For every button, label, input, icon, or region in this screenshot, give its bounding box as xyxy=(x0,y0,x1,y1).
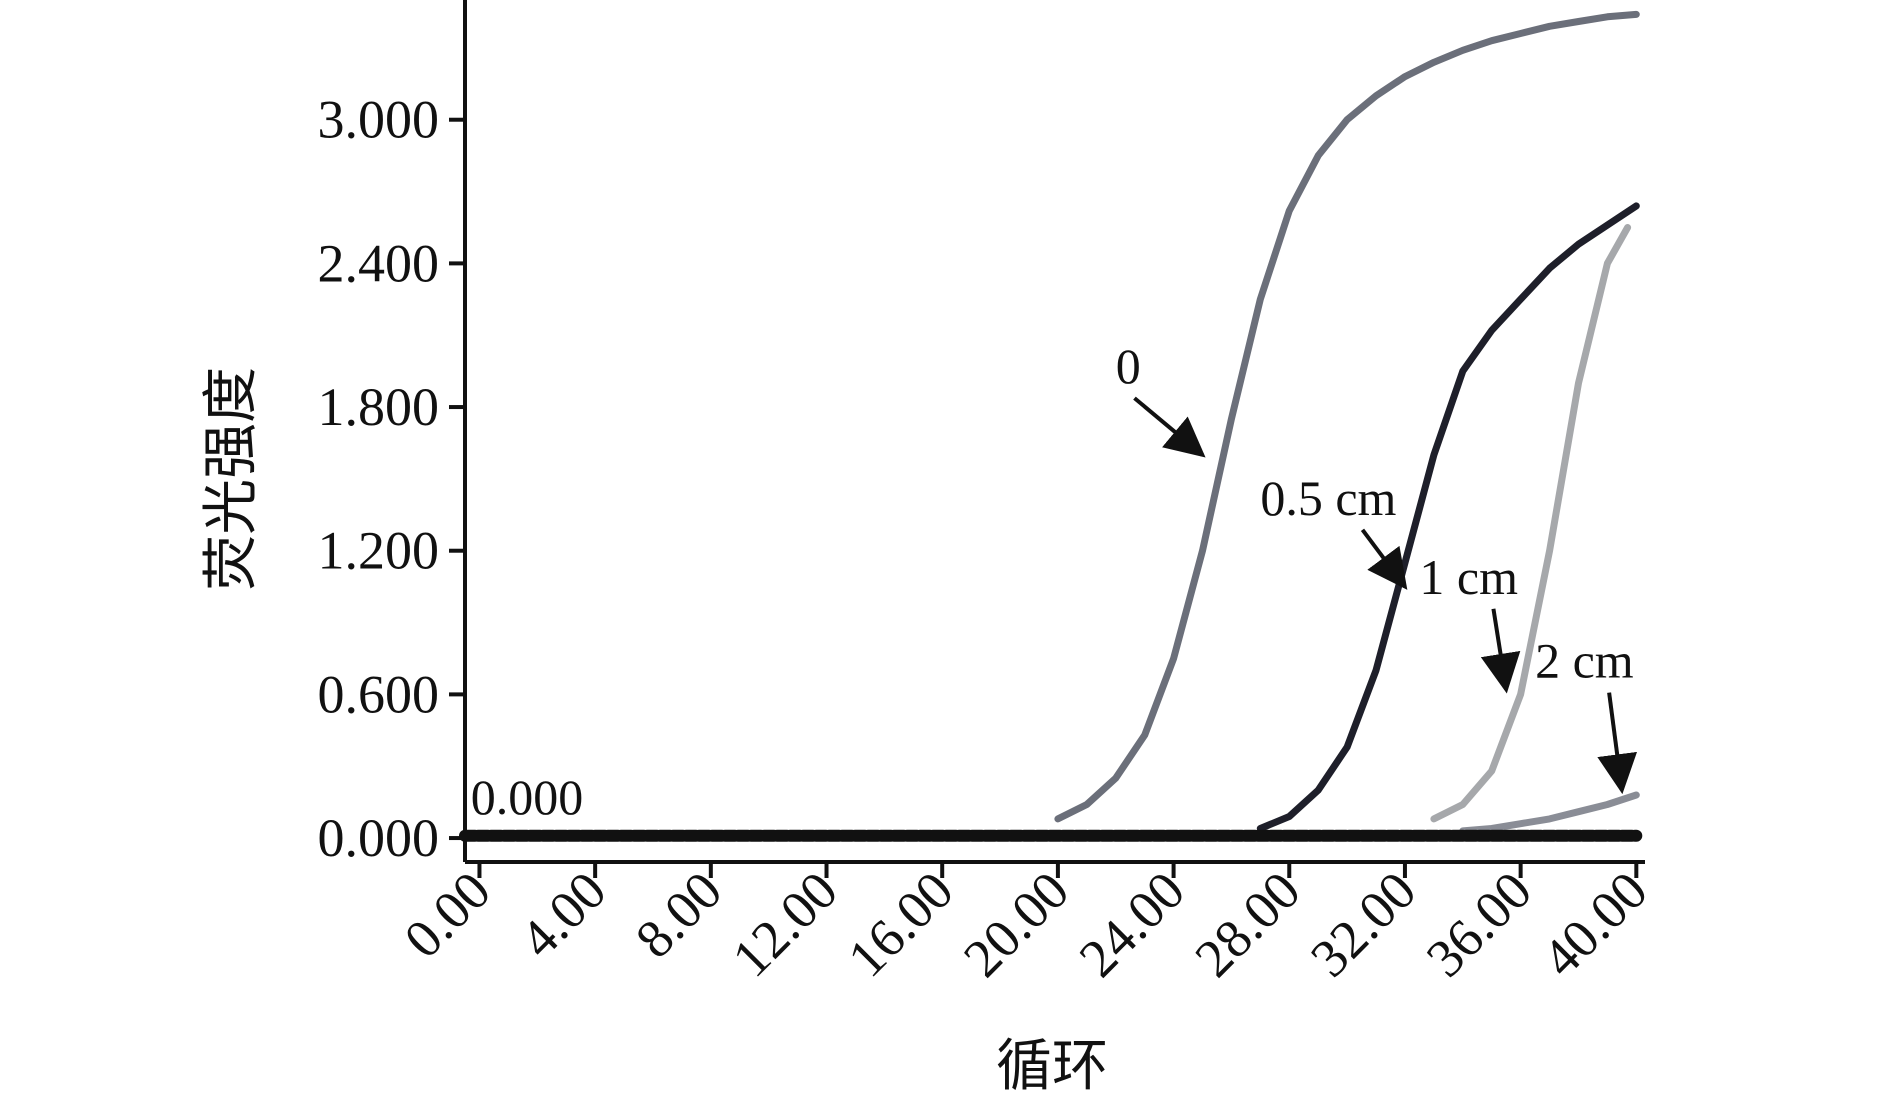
y-axis-title: 荧光强度 xyxy=(199,367,264,591)
y-tick-label: 1.200 xyxy=(318,521,440,581)
series-line-3 xyxy=(1459,791,1640,835)
annotations: 0 0.5 cm 1 cm 2 cm 0.000 xyxy=(471,338,1638,825)
x-tick-label: 16.00 xyxy=(836,860,964,988)
x-tick-label: 4.00 xyxy=(508,860,617,969)
annotation-arrow xyxy=(1597,692,1638,795)
x-tick-label: 0.00 xyxy=(393,860,502,969)
x-tick-label: 12.00 xyxy=(721,860,849,988)
annotation-label: 1 cm xyxy=(1419,549,1518,605)
x-tick-label: 32.00 xyxy=(1299,860,1427,988)
annotation-arrow xyxy=(1480,608,1521,694)
annotation-label: 0.000 xyxy=(471,769,584,825)
x-tick-label: 36.00 xyxy=(1415,860,1543,988)
annotation-label: 0.5 cm xyxy=(1260,470,1396,526)
series-line-2 xyxy=(1430,224,1632,823)
y-tick-label: 0.600 xyxy=(318,664,440,724)
series-line-0 xyxy=(1054,10,1640,823)
x-tick-label: 24.00 xyxy=(1068,860,1196,988)
y-tick-label: 3.000 xyxy=(318,90,440,150)
x-tick-label: 28.00 xyxy=(1183,860,1311,988)
y-tick-label: 1.800 xyxy=(318,377,440,437)
series-line-1 xyxy=(1256,202,1640,832)
x-tick-label: 8.00 xyxy=(624,860,733,969)
annotation-arrow xyxy=(1133,396,1206,458)
x-tick-label: 40.00 xyxy=(1530,860,1658,988)
plot-area xyxy=(459,10,1643,842)
y-tick-label: 2.400 xyxy=(318,233,440,293)
x-axis-title: 循环 xyxy=(996,1034,1108,1099)
x-tick-label: 20.00 xyxy=(952,860,1080,988)
annotation-label: 0 xyxy=(1116,338,1141,394)
annotation-arrow xyxy=(1360,528,1408,590)
annotation-label: 2 cm xyxy=(1535,633,1634,689)
y-tick-label: 0.000 xyxy=(318,808,440,868)
